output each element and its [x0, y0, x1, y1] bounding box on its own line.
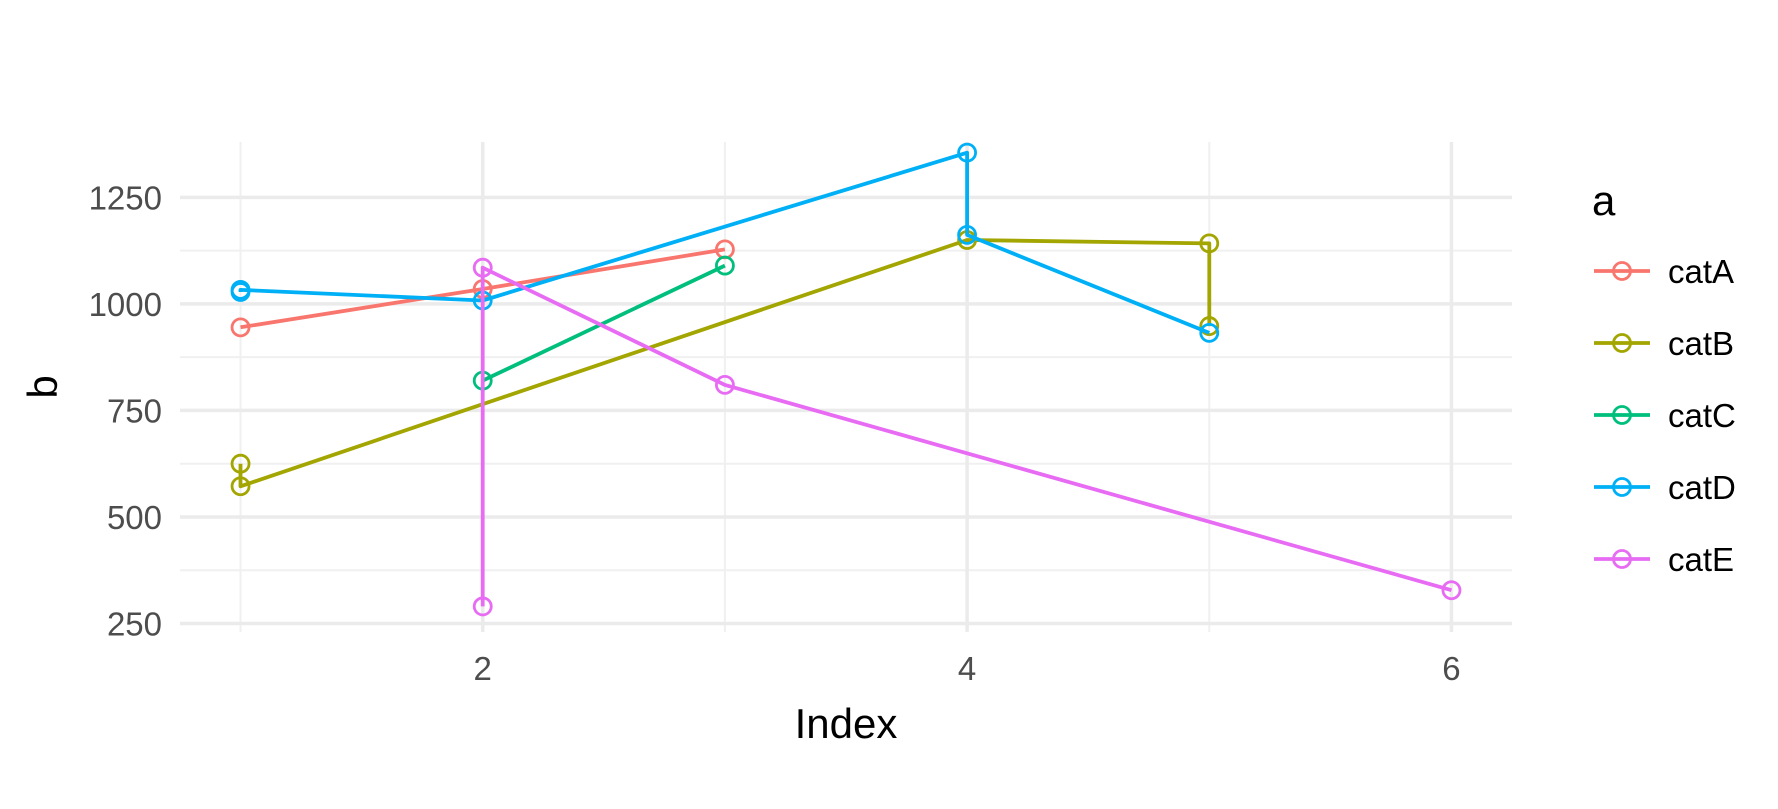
data-point — [1199, 316, 1220, 336]
y-tick-labels: 250 500 750 1000 1250 — [89, 179, 162, 642]
y-tick-label: 750 — [107, 392, 162, 429]
legend-item: catC — [1594, 397, 1736, 434]
grid — [180, 142, 1512, 632]
y-tick-label: 500 — [107, 499, 162, 536]
legend-item: catD — [1594, 469, 1736, 506]
legend-item: catA — [1594, 253, 1734, 290]
legend-item: catB — [1594, 325, 1734, 362]
data-point — [472, 257, 493, 278]
data-point — [230, 453, 251, 474]
series-line — [238, 150, 1211, 335]
data-point — [1199, 322, 1220, 343]
series-line — [480, 265, 1453, 607]
series-line — [481, 263, 726, 383]
data-point — [1199, 233, 1220, 254]
legend: a catA catB catC catD catE — [1592, 177, 1736, 578]
legend-label: catA — [1668, 253, 1734, 290]
legend-item: catE — [1594, 541, 1734, 578]
data-point — [472, 596, 493, 617]
legend-label: catC — [1668, 397, 1736, 434]
legend-label: catE — [1668, 541, 1734, 578]
data-point — [230, 317, 251, 338]
x-tick-label: 4 — [958, 650, 976, 687]
legend-key-point — [1612, 405, 1632, 425]
series-catE — [472, 257, 1462, 617]
x-tick-labels: 2 4 6 — [474, 650, 1461, 687]
data-point — [957, 224, 977, 245]
data-point — [957, 142, 977, 163]
series-layer — [230, 142, 1462, 617]
data-point — [1441, 580, 1462, 601]
legend-key-point — [1612, 333, 1632, 353]
data-point — [230, 279, 251, 300]
x-tick-label: 2 — [474, 650, 492, 687]
x-axis-title: Index — [795, 700, 898, 747]
data-point — [715, 255, 735, 276]
series-catD — [230, 142, 1220, 343]
legend-label: catB — [1668, 325, 1734, 362]
data-point — [230, 476, 251, 497]
legend-key-point — [1612, 477, 1632, 497]
x-tick-label: 6 — [1442, 650, 1460, 687]
legend-key-point — [1612, 549, 1632, 569]
y-tick-label: 1000 — [89, 286, 162, 323]
legend-label: catD — [1668, 469, 1736, 506]
legend-title: a — [1592, 177, 1616, 224]
data-point — [715, 374, 735, 395]
y-tick-label: 1250 — [89, 179, 162, 216]
legend-key-point — [1612, 261, 1632, 281]
y-axis-title: b — [19, 375, 66, 398]
y-tick-label: 250 — [107, 605, 162, 642]
